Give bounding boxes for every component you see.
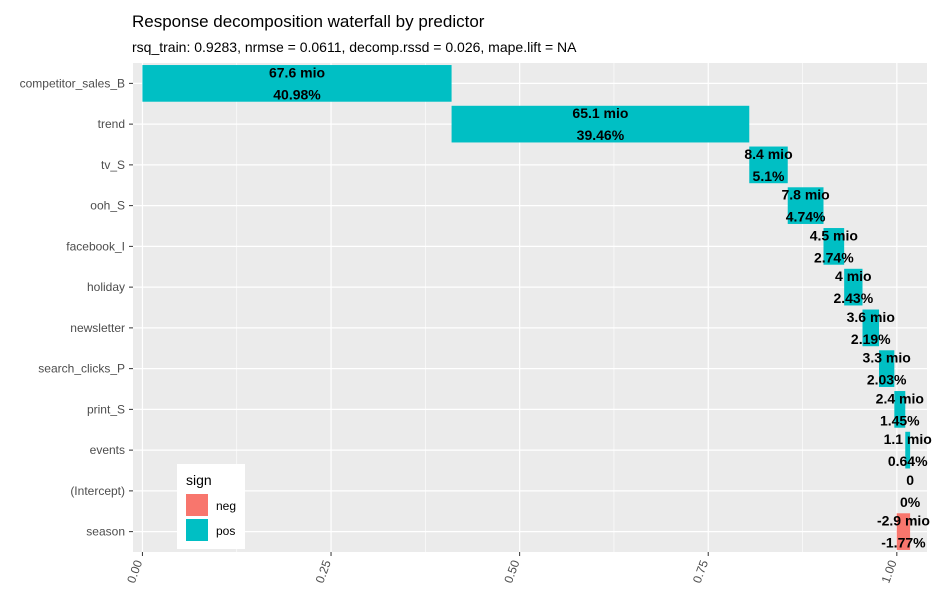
bar-value-label: 4.5 mio bbox=[810, 227, 858, 243]
bar-print-s bbox=[894, 391, 906, 428]
bar-value-label: -2.9 mio bbox=[877, 513, 930, 529]
bar-value-label: 3.3 mio bbox=[863, 350, 911, 366]
x-tick-label: 1.00 bbox=[878, 558, 899, 585]
y-tick-label: tv_S bbox=[101, 158, 125, 172]
bars bbox=[142, 65, 911, 550]
bar-value-label: 67.6 mio bbox=[269, 64, 325, 80]
y-tick-label: facebook_I bbox=[66, 239, 125, 253]
bar-value-label: 1.1 mio bbox=[884, 431, 932, 447]
bar-value-label: 0 bbox=[906, 472, 914, 488]
bar-season bbox=[896, 513, 911, 550]
y-tick-label: trend bbox=[98, 117, 125, 131]
legend-swatch-pos bbox=[186, 519, 208, 541]
x-tick-label: 0.00 bbox=[124, 558, 145, 585]
bar-value-label: 4 mio bbox=[835, 268, 872, 284]
chart-subtitle: rsq_train: 0.9283, nrmse = 0.0611, decom… bbox=[132, 39, 577, 55]
bar-events bbox=[905, 431, 911, 469]
legend: sign neg pos bbox=[177, 464, 245, 549]
bar-value-label: 8.4 mio bbox=[744, 146, 792, 162]
x-tick-label: 0.75 bbox=[690, 558, 711, 585]
bar-search-clicks-p bbox=[879, 350, 895, 387]
y-tick-label: (Intercept) bbox=[70, 484, 125, 498]
y-tick-label: events bbox=[90, 443, 125, 457]
plot-panel bbox=[133, 63, 927, 552]
bar-share-label: 5.1% bbox=[753, 168, 785, 184]
bar-facebook-i bbox=[823, 228, 845, 265]
bar-share-label: 1.45% bbox=[880, 412, 920, 428]
bar-ooh-s bbox=[787, 187, 824, 224]
bar-tv-s bbox=[749, 146, 788, 184]
bar-share-label: 2.43% bbox=[833, 290, 873, 306]
x-axis: 0.00 0.25 0.50 0.75 1.00 bbox=[124, 552, 900, 585]
y-tick-label: season bbox=[86, 525, 125, 539]
bar-share-label: 39.46% bbox=[577, 127, 625, 143]
chart-title: Response decomposition waterfall by pred… bbox=[132, 12, 485, 31]
legend-swatch-neg bbox=[186, 494, 208, 516]
y-tick-label: newsletter bbox=[70, 321, 125, 335]
bar-share-label: 0.64% bbox=[888, 453, 928, 469]
y-tick-label: search_clicks_P bbox=[38, 362, 125, 376]
bar-share-label: 2.03% bbox=[867, 372, 907, 388]
legend-label-neg: neg bbox=[216, 499, 236, 513]
bar-value-label: 3.6 mio bbox=[847, 309, 895, 325]
y-tick-label: ooh_S bbox=[90, 199, 125, 213]
y-tick-label: holiday bbox=[87, 280, 125, 294]
bar-share-label: 40.98% bbox=[273, 86, 321, 102]
bar-competitor-sales-b bbox=[142, 65, 452, 102]
bar-trend bbox=[451, 105, 750, 143]
y-tick-label: print_S bbox=[87, 402, 125, 416]
bar-share-label: 2.74% bbox=[814, 249, 854, 265]
x-tick-label: 0.50 bbox=[501, 558, 522, 585]
bar-labels: 67.6 mio 40.98% 65.1 mio 39.46% 8.4 mio 5.1% 7… bbox=[269, 64, 932, 550]
bar-value-label: 2.4 mio bbox=[876, 390, 924, 406]
bar-share-label: 2.19% bbox=[851, 331, 891, 347]
bar-share-label: -1.77% bbox=[881, 535, 926, 551]
bar-value-label: 7.8 mio bbox=[781, 187, 829, 203]
legend-title: sign bbox=[186, 472, 212, 488]
bar-holiday bbox=[844, 268, 863, 306]
legend-label-pos: pos bbox=[216, 524, 235, 538]
bar-value-label: 65.1 mio bbox=[572, 105, 628, 121]
bar-share-label: 4.74% bbox=[786, 209, 826, 225]
x-tick-label: 0.25 bbox=[313, 558, 334, 585]
bar-newsletter bbox=[862, 309, 880, 347]
y-tick-label: competitor_sales_B bbox=[20, 76, 125, 90]
bar-share-label: 0% bbox=[900, 494, 921, 510]
